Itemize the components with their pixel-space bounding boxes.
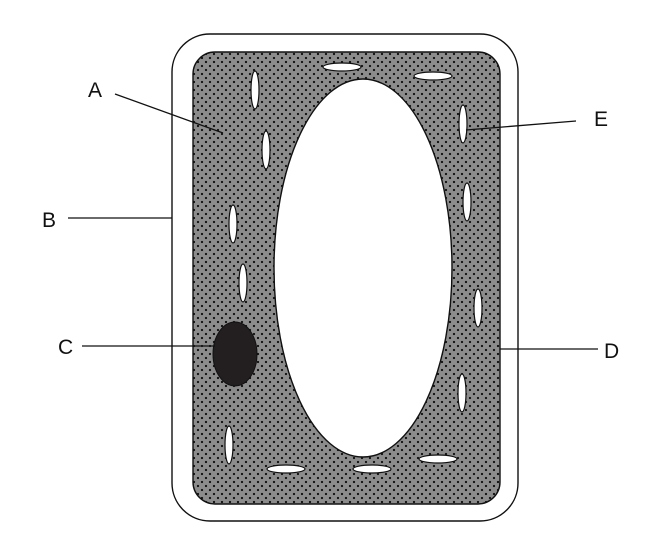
vacuole	[273, 78, 453, 458]
organelle	[458, 104, 468, 144]
organelle	[261, 130, 271, 170]
label-b: B	[42, 209, 56, 232]
organelle	[266, 464, 306, 474]
organelle	[322, 62, 362, 72]
organelle	[473, 288, 483, 328]
organelle	[228, 204, 238, 244]
label-e: E	[594, 108, 608, 131]
leader-line-a	[114, 93, 224, 134]
organelle	[462, 182, 472, 222]
organelle	[413, 71, 453, 81]
leader-line-e	[465, 120, 577, 131]
organelles	[224, 62, 483, 474]
organelle	[418, 454, 458, 464]
nucleus	[212, 321, 258, 387]
organelle	[352, 464, 392, 474]
organelle	[238, 263, 248, 303]
organelle	[457, 373, 467, 413]
label-c: C	[58, 336, 73, 359]
label-a: A	[88, 79, 102, 102]
label-d: D	[604, 340, 619, 363]
organelle	[224, 425, 234, 465]
organelle	[250, 70, 260, 110]
